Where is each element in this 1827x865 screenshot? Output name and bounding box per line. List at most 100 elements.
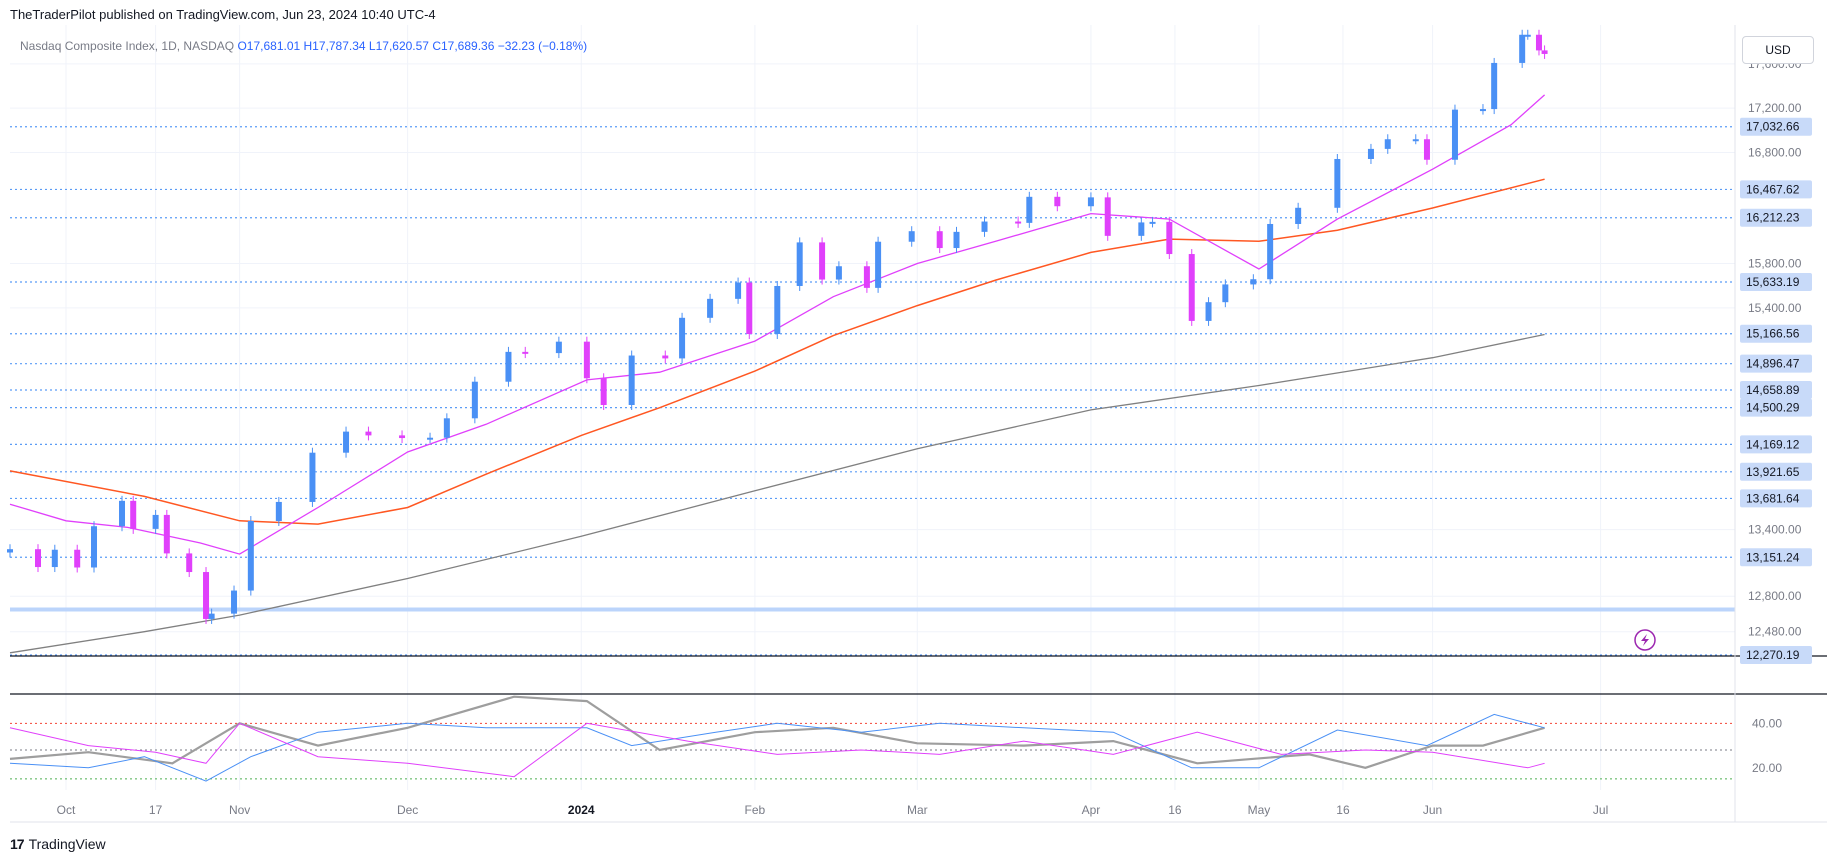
candle-body [163, 514, 170, 554]
candle-body [1334, 158, 1341, 208]
oscillator-pane: 20.00 40.00 [9, 695, 1782, 782]
candle-body [774, 285, 781, 335]
candle-body [74, 549, 81, 568]
candle-body [1015, 221, 1022, 224]
publish-header: TheTraderPilot published on TradingView.… [10, 7, 436, 22]
candle-body [583, 341, 590, 379]
footer: 17 TradingView [10, 836, 106, 852]
price-level-label: 14,500.29 [1746, 401, 1800, 415]
time-tick-label: Jul [1593, 803, 1608, 817]
price-tick-label: 15,400.00 [1748, 301, 1802, 315]
price-level-label: 16,212.23 [1746, 211, 1800, 225]
price-level-label: 13,151.24 [1746, 550, 1800, 564]
sma-fast-line [9, 94, 1546, 555]
time-tick-label: Apr [1082, 803, 1101, 817]
candle-body [1188, 254, 1195, 321]
candle-body [1541, 50, 1548, 54]
candle-body [35, 549, 42, 568]
price-level-label: 13,681.64 [1746, 491, 1800, 505]
candle-body [1367, 148, 1374, 159]
price-tick-label: 17,200.00 [1748, 101, 1802, 115]
candle-body [628, 355, 635, 405]
close-value: C17,689.36 [432, 39, 495, 53]
low-value: L17,620.57 [368, 39, 429, 53]
candle-body [1519, 34, 1526, 63]
price-axis: 12,480.00 12,800.00 13,400.00 15,400.00 15,8… [1740, 57, 1812, 664]
price-level-lines [10, 126, 1735, 656]
candle-body [936, 231, 943, 249]
candle-body [365, 431, 372, 436]
candle-body [746, 282, 753, 335]
time-tick-label: Mar [907, 803, 928, 817]
time-tick-label: Dec [397, 803, 418, 817]
candle-body [91, 526, 98, 568]
price-level-tag [1740, 548, 1812, 567]
oscillator-tick-label: 20.00 [1752, 761, 1782, 775]
candle-body [1222, 284, 1229, 303]
candle-body [796, 242, 803, 286]
candle-body [1205, 302, 1212, 321]
candle-body [275, 501, 282, 522]
time-tick-label: Feb [745, 803, 766, 817]
tradingview-logo-icon: 17 [10, 836, 25, 852]
rsi-line [9, 713, 1545, 782]
price-level-tag [1740, 208, 1812, 227]
candle-body [522, 351, 529, 354]
high-value: H17,787.34 [303, 39, 366, 53]
candle-body [1138, 222, 1145, 236]
candle-body [1384, 139, 1391, 149]
candle-body [555, 341, 562, 354]
time-tick-label: 2024 [568, 803, 595, 817]
time-tick-label: Nov [229, 803, 250, 817]
candle-body [735, 282, 742, 299]
candle-body [231, 590, 238, 614]
candle-body [1479, 109, 1486, 112]
currency-button[interactable]: USD [1742, 36, 1814, 64]
price-level-label: 12,270.19 [1746, 648, 1800, 662]
candle-body [908, 231, 915, 242]
price-level-label: 14,169.12 [1746, 437, 1800, 451]
candle-body [1250, 279, 1257, 285]
candle-body [707, 298, 714, 318]
symbol-name: Nasdaq Composite Index, 1D, NASDAQ [20, 39, 235, 53]
oscillator-tick-label: 40.00 [1752, 716, 1782, 730]
signal-line [9, 695, 1545, 769]
pane-frames [10, 25, 1827, 823]
candle-body [203, 572, 210, 619]
price-level-label: 14,658.89 [1746, 383, 1800, 397]
time-tick-label: 16 [1336, 803, 1350, 817]
price-tick-label: 16,800.00 [1748, 146, 1802, 160]
candle-body [1104, 197, 1111, 236]
candle-body [600, 378, 607, 405]
price-tick-label: 13,400.00 [1748, 523, 1802, 537]
time-tick-label: 17 [149, 803, 163, 817]
price-level-tag [1740, 398, 1812, 417]
price-level-tag [1740, 645, 1812, 664]
price-level-tag [1740, 381, 1812, 400]
candle-body [1295, 207, 1302, 224]
lightning-icon[interactable] [1634, 629, 1656, 651]
stoch-line [9, 722, 1545, 778]
time-tick-label: May [1248, 803, 1271, 817]
candle-body [427, 437, 434, 440]
candle-body [399, 435, 406, 439]
time-tick-label: Jun [1423, 803, 1442, 817]
candle-body [863, 266, 870, 288]
candle-body [1491, 62, 1498, 110]
candle-body [1524, 34, 1531, 37]
candle-body [247, 521, 254, 591]
candle-body [119, 500, 126, 527]
candle-body [343, 431, 350, 453]
candle-body [1054, 196, 1061, 207]
footer-brand: TradingView [28, 836, 106, 852]
price-level-tag [1740, 117, 1812, 136]
candle-body [981, 221, 988, 232]
price-level-label: 17,032.66 [1746, 120, 1800, 134]
moving-averages [9, 94, 1546, 654]
price-level-label: 16,467.62 [1746, 182, 1800, 196]
candle-body [208, 613, 215, 619]
price-tick-label: 15,800.00 [1748, 256, 1802, 270]
candle-body [1087, 197, 1094, 207]
candle-body [130, 500, 137, 529]
